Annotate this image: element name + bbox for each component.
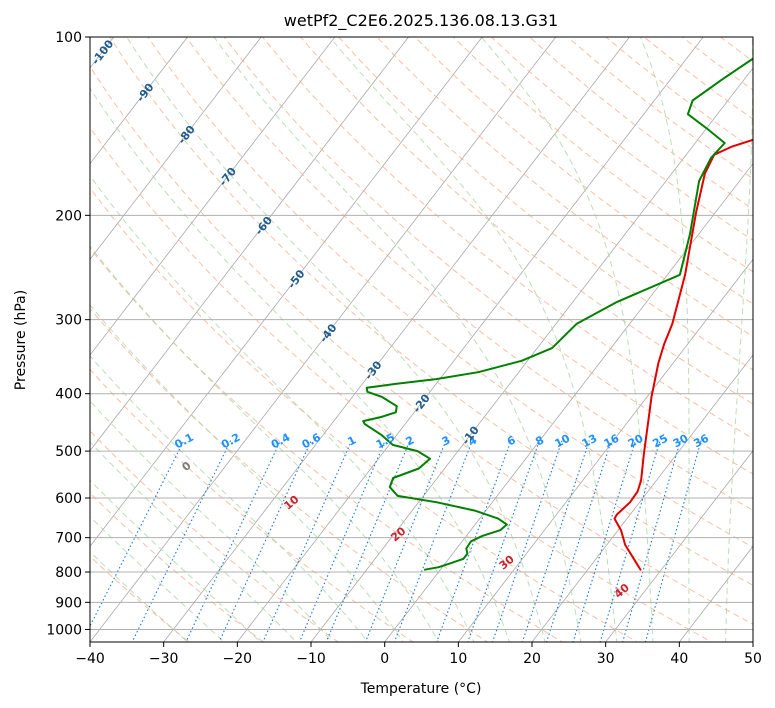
isotherm-line [90,37,262,260]
y-axis-label: Pressure (hPa) [13,290,29,390]
dry-adiabat-line [109,37,753,586]
x-tick-label: 20 [523,651,541,667]
mixing-ratio-line [572,440,636,642]
dry-adiabat-line [90,492,265,642]
x-axis-label: Temperature (°C) [360,681,482,697]
x-tick-label: 40 [670,651,688,667]
mixing-ratio-label: 36 [691,432,711,451]
dry-adiabat-line [223,37,753,475]
profiles [362,57,753,571]
dry-adiabat-line [90,187,639,642]
mixing-ratio-line [545,440,612,642]
mixing-ratio-label: 20 [626,432,646,451]
mixing-ratio-label: 10 [553,432,573,451]
y-tick-label: 800 [55,565,82,581]
dry-adiabat-line [299,37,753,405]
isotherm-line [163,37,631,642]
isotherm-line [90,37,336,356]
dry-adiabat-line [147,37,753,548]
y-tick-label: 500 [55,444,82,460]
x-tick-label: −10 [296,651,326,667]
plot-frame [89,36,754,643]
y-tick-label: 1000 [46,622,82,638]
dry-adiabat-line [90,126,713,642]
mixing-ratio-line [325,440,411,642]
mixing-ratio-line [644,440,702,642]
isotherm-line [605,450,753,642]
chart-title: wetPf2_C2E6.2025.136.08.13.G31 [284,11,558,31]
x-tick-label: 10 [449,651,467,667]
moist-adiabat-line [90,479,262,642]
y-tick-label: 900 [55,595,82,611]
dry-adiabat-line [185,37,753,511]
mixing-ratio-line [218,440,312,642]
mixing-ratio-line [467,440,540,642]
mixing-ratio-label: 13 [580,432,600,451]
mixing-ratio-line [262,440,353,642]
dry-adiabat-line [414,37,753,305]
mixing-ratio-label: 25 [650,432,670,451]
mixing-ratio-line [622,440,681,642]
y-tick-label: 100 [55,30,82,46]
y-tick-label: 300 [55,313,82,329]
mixing-ratio-line [521,440,590,642]
x-tick-label: 50 [744,651,762,667]
moist-adiabat-line [481,37,654,642]
isotherm-line [531,354,753,642]
dry-adiabat-line [261,37,753,440]
dry-adiabat-line [90,430,340,642]
x-tick-label: −30 [149,651,179,667]
isotherm-line [90,37,483,547]
y-tick-label: 400 [55,387,82,403]
isotherm-line [457,258,753,642]
mixing-ratio-label: 16 [602,432,622,451]
isotherm-line [90,37,410,452]
dry-adiabat-line [90,307,489,642]
mixing-ratio-line [298,440,386,642]
dry-adiabat-line [90,247,564,642]
y-tick-label: 700 [55,531,82,547]
moist-adiabat-line [725,37,753,642]
mixing-ratio-label: 30 [671,432,691,451]
temperature-profile-line [613,138,753,571]
y-tick-label: 200 [55,208,82,224]
x-tick-label: 0 [380,651,389,667]
mixing-ratio-line [185,440,281,642]
x-tick-label: −20 [223,651,253,667]
moist-adiabat-line [213,37,582,642]
isotherm-line [90,37,557,642]
isotherm-line [384,162,753,642]
isotherm-line [236,37,704,642]
mixing-ratio-line [491,440,563,642]
moist-adiabat-line [329,37,618,642]
dry-adiabat-line [90,65,753,625]
x-tick-label: 30 [597,651,615,667]
x-tick-label: −40 [75,651,105,667]
grid [90,36,753,630]
dewpoint-profile-line [362,57,753,571]
moist-adiabat-line [90,515,225,642]
moist-adiabat-line [639,37,690,642]
dry-adiabat-line [90,368,414,642]
isotherm-line [678,545,753,642]
mixing-ratio-line [599,440,661,642]
moist-adiabat-line [90,551,189,642]
y-tick-label: 600 [55,491,82,507]
